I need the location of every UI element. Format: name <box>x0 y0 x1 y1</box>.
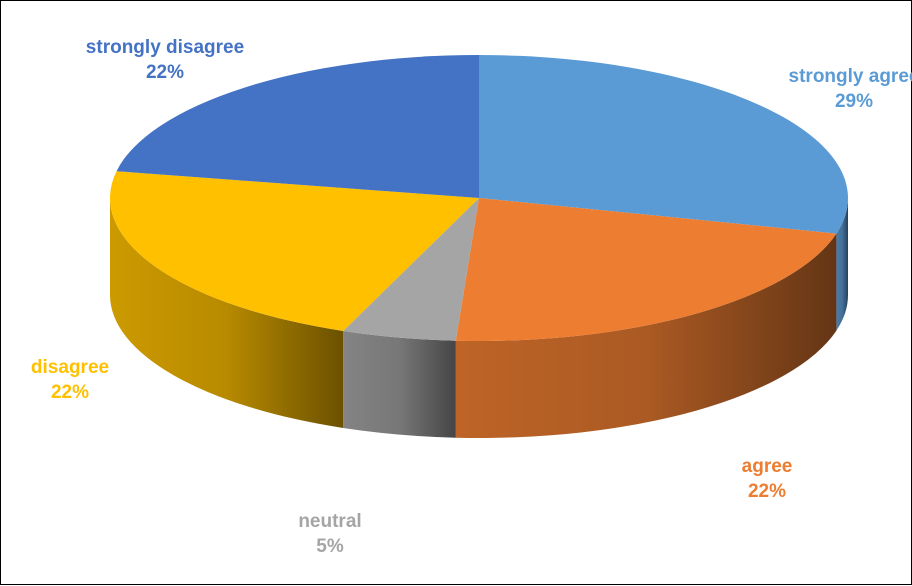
label-disagree: disagree 22% <box>31 355 109 405</box>
label-agree-name: agree <box>741 456 793 477</box>
label-neutral-value: 5% <box>316 536 344 557</box>
label-disagree-name: disagree <box>30 357 110 378</box>
label-strongly-disagree-name: strongly disagree <box>85 37 245 58</box>
label-agree-value: 22% <box>747 481 787 502</box>
slice-side-strongly-agree <box>836 198 848 331</box>
slice-strongly-disagree <box>116 55 479 198</box>
label-agree: agree 22% <box>742 454 793 504</box>
label-neutral-name: neutral <box>298 511 362 532</box>
label-strongly-agree: strongly agree 29% <box>789 64 912 114</box>
slice-side-neutral <box>343 330 456 438</box>
slice-strongly-agree <box>479 55 848 234</box>
slice-side-disagree <box>110 198 344 428</box>
slice-agree <box>455 198 837 341</box>
slice-disagree <box>110 171 480 331</box>
slice-side-agree <box>455 233 837 439</box>
label-strongly-agree-value: 29% <box>834 91 874 112</box>
label-strongly-agree-name: strongly agree <box>788 66 912 87</box>
slice-neutral <box>343 198 479 341</box>
label-neutral: neutral 5% <box>298 509 361 559</box>
label-strongly-disagree-value: 22% <box>145 62 185 83</box>
label-strongly-disagree: strongly disagree 22% <box>86 35 244 85</box>
label-disagree-value: 22% <box>50 382 90 403</box>
